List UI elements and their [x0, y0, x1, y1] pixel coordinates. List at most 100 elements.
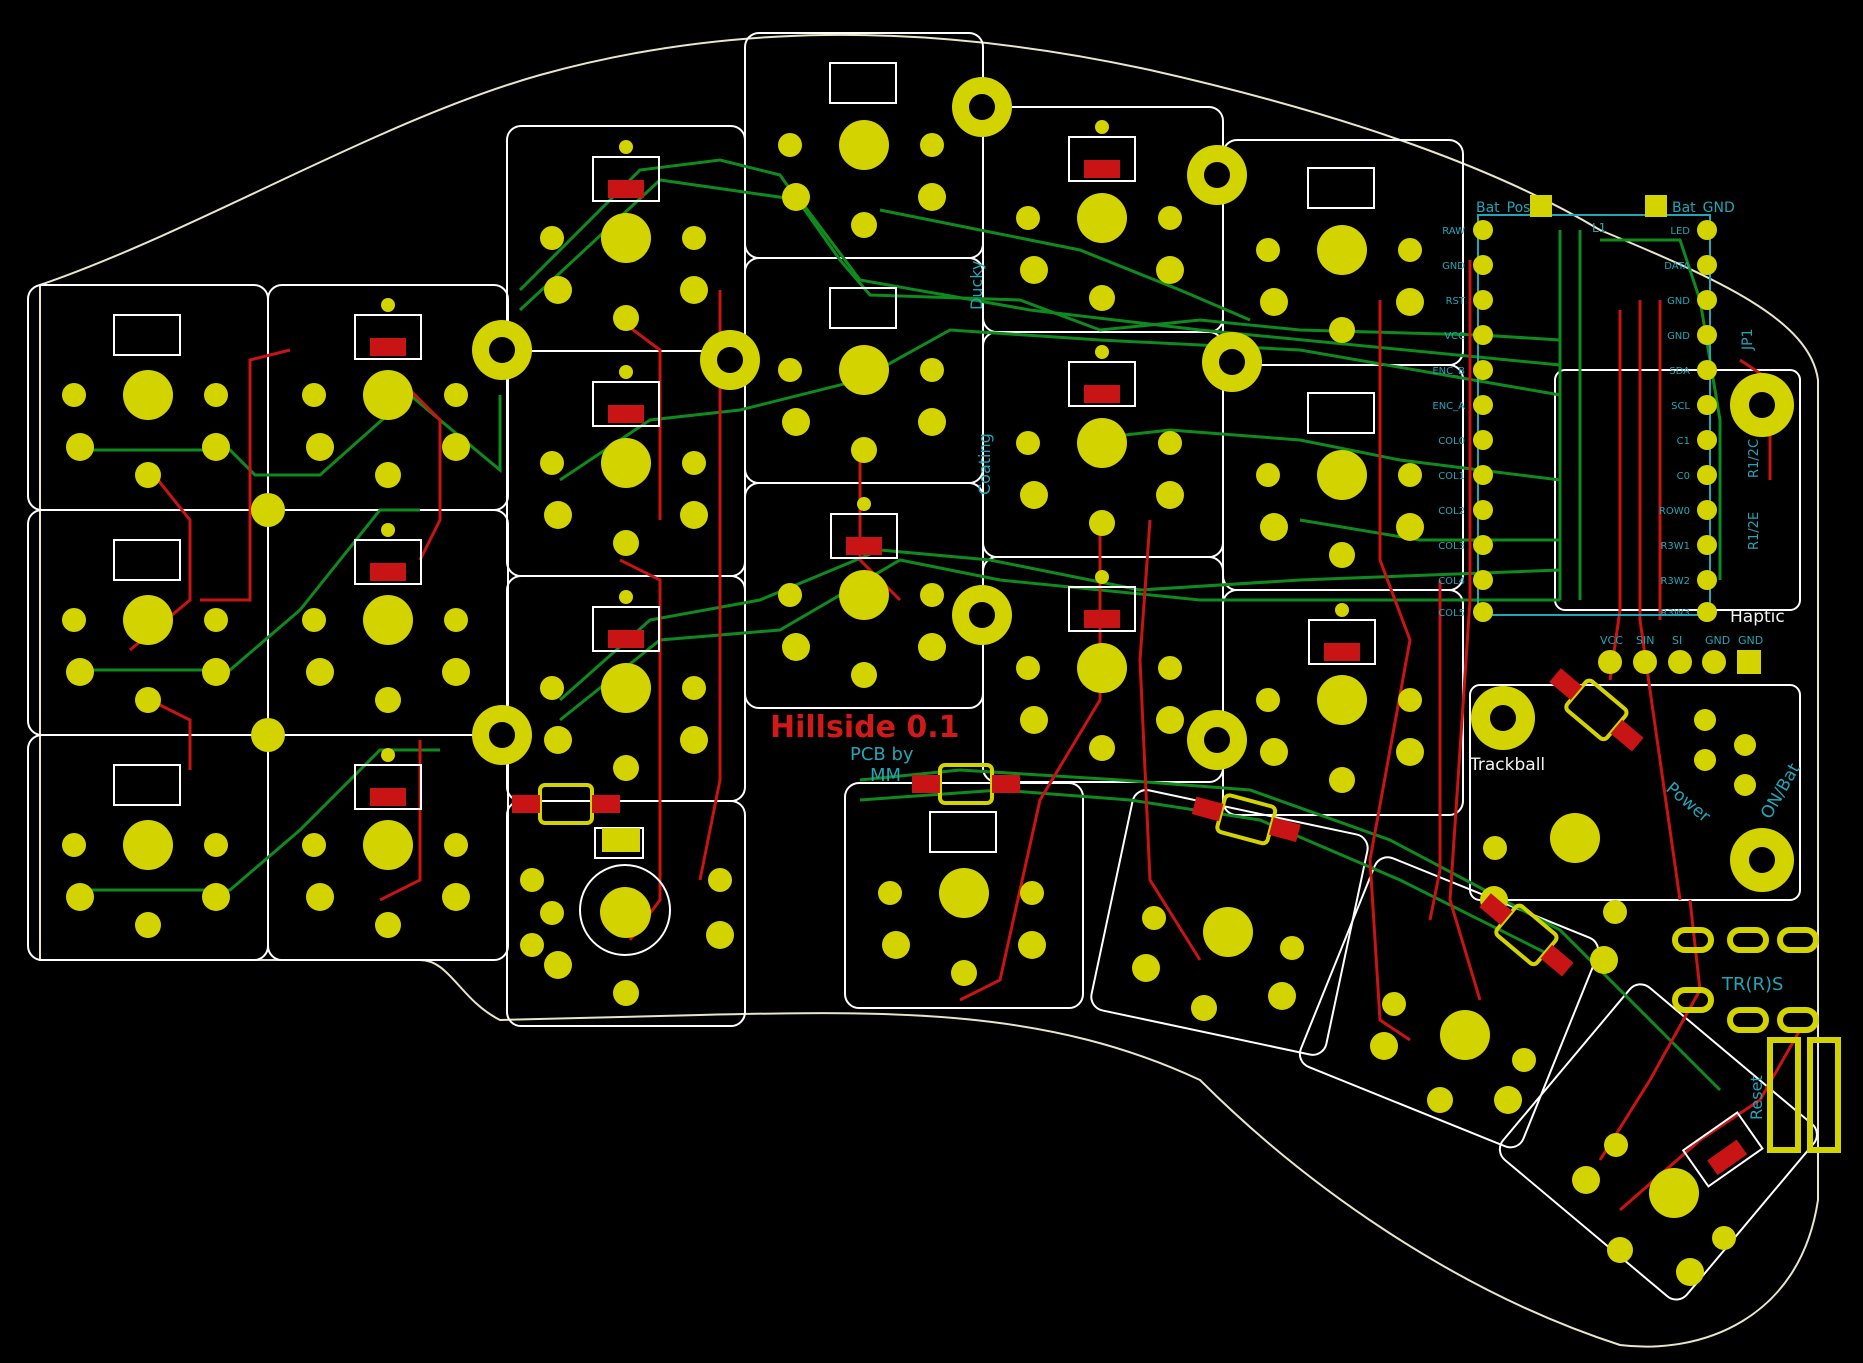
switch-pad-group	[540, 663, 708, 781]
switch-pad-group	[778, 120, 946, 238]
svg-text:COL2: COL2	[1438, 506, 1465, 517]
trrs-pads	[1672, 927, 1819, 1033]
svg-text:GND: GND	[1667, 331, 1690, 342]
l1-label: L1	[1592, 221, 1606, 235]
power-switch-pads	[1694, 709, 1756, 796]
switch-pad-group	[878, 868, 1046, 986]
switch-pad-group	[1016, 193, 1184, 311]
switch-pad-group	[540, 213, 708, 331]
svg-text:COL1: COL1	[1438, 471, 1465, 482]
key-outline	[1498, 983, 1818, 1301]
key-outline	[1469, 684, 1801, 901]
bat-gnd-label: Bat_GND	[1672, 200, 1735, 216]
svg-text:C0: C0	[1677, 471, 1690, 482]
mounting-hole	[472, 705, 532, 765]
jp1-label: JP1	[1740, 329, 1756, 351]
svg-text:R3W3: R3W3	[1660, 608, 1690, 619]
svg-text:GND: GND	[1705, 634, 1730, 647]
svg-text:DATA: DATA	[1664, 261, 1690, 272]
haptic-label: Haptic	[1730, 607, 1785, 627]
switch-label-boxes	[113, 62, 1375, 859]
switch-pad-group	[1256, 675, 1424, 793]
standoff	[251, 718, 285, 752]
svg-text:R3W2: R3W2	[1660, 576, 1690, 587]
switch-pad-group	[302, 595, 470, 713]
svg-text:SCL: SCL	[1671, 401, 1690, 412]
mounting-hole	[1471, 686, 1535, 750]
led-footprint	[1068, 570, 1136, 632]
res2-label: R1/2E	[1747, 512, 1762, 550]
encoder-knob-pad	[600, 887, 650, 937]
svg-text:COL5: COL5	[1438, 608, 1465, 619]
mcu-pins-right	[1697, 220, 1717, 622]
diode-footprint	[512, 783, 620, 825]
bat-gnd-pad	[1645, 195, 1667, 217]
svg-text:COL4: COL4	[1438, 576, 1465, 587]
diode-footprint	[912, 763, 1020, 805]
svg-text:SI: SI	[1672, 634, 1682, 647]
svg-text:ROW0: ROW0	[1659, 506, 1690, 517]
switch-pads	[62, 120, 1736, 1286]
svg-text:C1: C1	[1677, 436, 1690, 447]
svg-text:RAW: RAW	[1442, 226, 1465, 237]
diode-footprint	[1549, 668, 1644, 752]
led-footprint	[354, 748, 422, 810]
switch-pad-group	[540, 438, 708, 556]
key-outline	[1090, 789, 1369, 1056]
svg-text:SDA: SDA	[1669, 366, 1690, 377]
mcu-left-pin-labels: RAW GND RST VCC ENC_B ENC_A COL0 COL1 CO…	[1432, 226, 1466, 619]
svg-text:GND: GND	[1738, 634, 1763, 647]
key-outline	[844, 782, 1084, 1009]
svg-text:SIN: SIN	[1636, 634, 1654, 647]
svg-text:COL3: COL3	[1438, 541, 1465, 552]
svg-text:GND: GND	[1442, 261, 1465, 272]
mounting-hole	[952, 77, 1012, 137]
diode-footprint	[1479, 893, 1574, 977]
key-outlines	[27, 32, 1818, 1301]
led-footprint	[592, 365, 660, 427]
switch-pad-group	[62, 820, 230, 938]
switch-pad-group	[1016, 643, 1184, 761]
svg-text:COL0: COL0	[1438, 436, 1465, 447]
res1-label: R1/2C	[1747, 439, 1762, 478]
encoder-outline	[579, 864, 671, 956]
switch-pad-group	[1256, 225, 1424, 343]
mounting-holes	[251, 77, 1794, 892]
switch-pad-group	[302, 370, 470, 488]
diode-footprint	[1191, 793, 1301, 846]
led-footprint	[592, 590, 660, 652]
haptic-pins	[1598, 650, 1761, 674]
standoff	[251, 493, 285, 527]
mounting-hole	[952, 585, 1012, 645]
mounting-hole	[1730, 828, 1794, 892]
svg-text:VCC: VCC	[1444, 331, 1465, 342]
svg-text:ENC_A: ENC_A	[1432, 401, 1465, 412]
switch-pad-group	[1132, 906, 1304, 1021]
bat-pos-label: Bat_Pos	[1476, 200, 1530, 216]
svg-text:VCC: VCC	[1600, 634, 1623, 647]
mounting-hole	[1187, 145, 1247, 205]
mounting-hole	[472, 320, 532, 380]
credit-line2: MM	[870, 765, 901, 786]
coating-label: Coating	[975, 433, 994, 495]
switch-pad-group	[1572, 1133, 1736, 1286]
trackball-label: Trackball	[1469, 755, 1545, 775]
svg-text:R3W1: R3W1	[1660, 541, 1690, 552]
switch-pad-group	[1256, 450, 1424, 568]
svg-text:LED: LED	[1670, 226, 1690, 237]
board-title: Hillside 0.1	[770, 710, 960, 745]
switch-pad-group	[62, 595, 230, 713]
mcu-socket	[1473, 214, 1717, 622]
key-outline	[1554, 369, 1801, 611]
svg-text:ENC_B: ENC_B	[1432, 366, 1465, 377]
diode-footprints	[512, 668, 1644, 977]
led-footprint	[354, 298, 422, 360]
mcu-right-pin-labels: LED DATA GND GND SDA SCL C1 C0 ROW0 R3W1…	[1659, 226, 1691, 619]
led-footprints	[354, 120, 1764, 1188]
key-outline	[506, 800, 746, 1027]
led-footprint	[1068, 120, 1136, 182]
switch-pad-group	[62, 370, 230, 488]
bat-pos-pad	[1530, 195, 1552, 217]
mcu-pins-left	[1473, 220, 1493, 622]
